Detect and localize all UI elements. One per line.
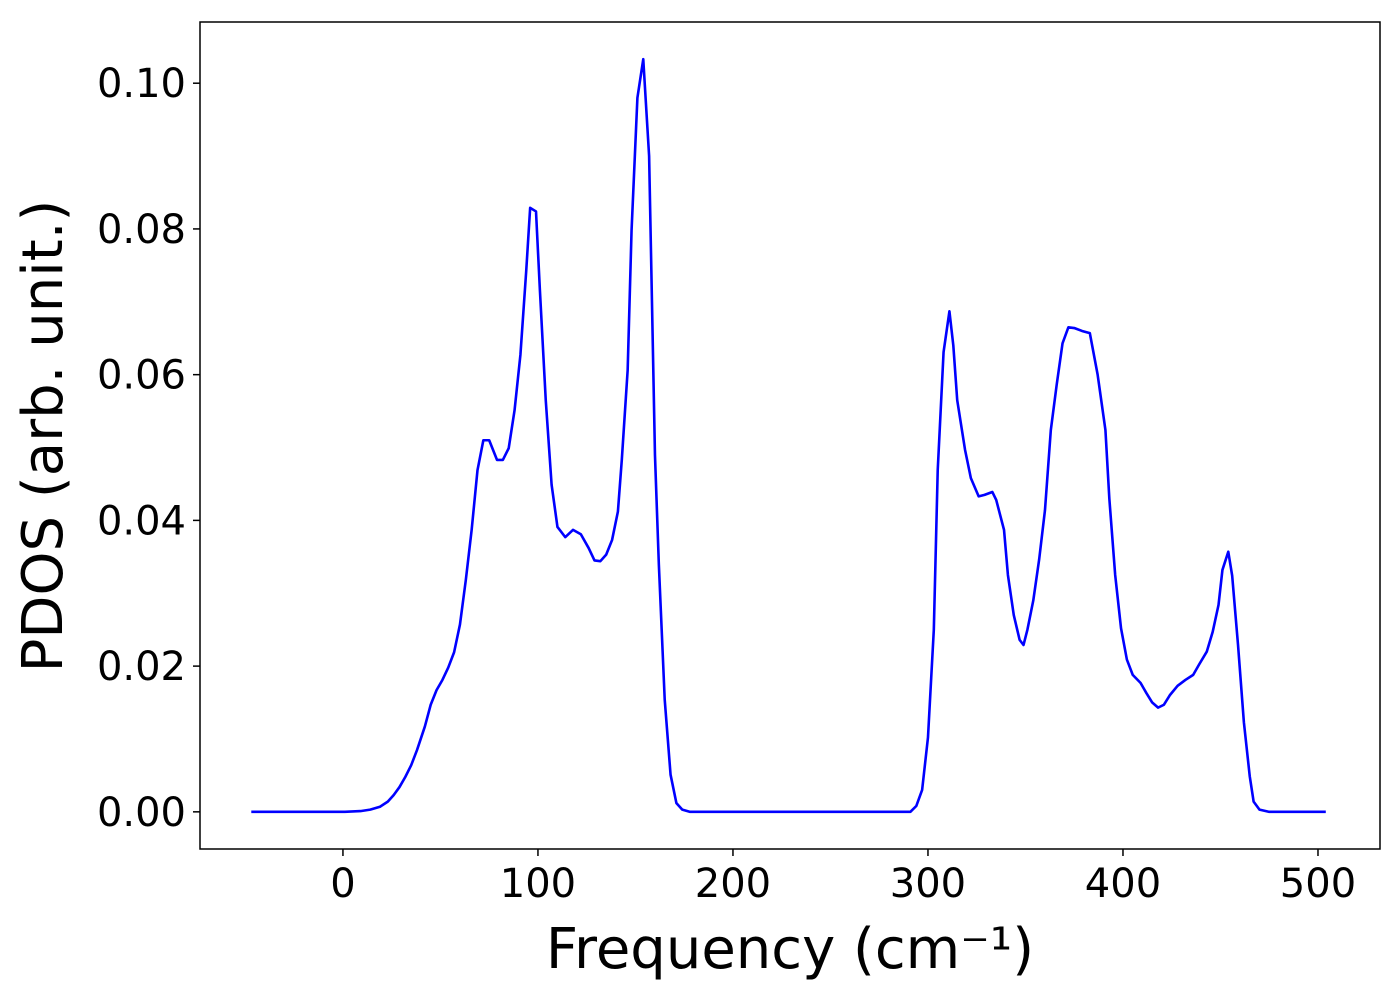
- x-tick-label: 300: [890, 861, 966, 907]
- line: [251, 57, 1326, 814]
- y-tick-label: 0.00: [97, 790, 186, 836]
- x-tick-label: 400: [1085, 861, 1161, 907]
- y-tick-label: 0.10: [97, 61, 186, 107]
- x-axis-label: Frequency (cm⁻¹): [546, 917, 1034, 982]
- x-tick-label: 100: [500, 861, 576, 907]
- y-tick-label: 0.04: [97, 498, 186, 544]
- x-tick-label: 200: [695, 861, 771, 907]
- plot-frame: [199, 21, 1381, 850]
- y-tick-label: 0.02: [97, 644, 186, 690]
- y-tick-label: 0.08: [97, 207, 186, 253]
- y-axis-label: PDOS (arb. unit.): [11, 200, 76, 673]
- x-tick-label: 0: [330, 861, 355, 907]
- y-tick-label: 0.06: [97, 353, 186, 399]
- x-tick-label: 500: [1280, 861, 1356, 907]
